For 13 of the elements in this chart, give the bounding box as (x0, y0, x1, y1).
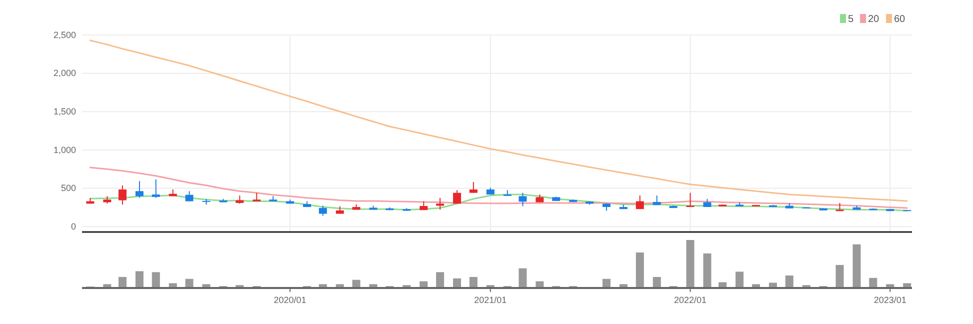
legend-label: 5 (848, 14, 854, 25)
y-tick-label: 1,500 (53, 106, 76, 117)
y-tick-label: 2,500 (53, 30, 76, 40)
x-tick-label: 2020/01 (274, 295, 306, 305)
y-tick-label: 1,000 (53, 144, 76, 155)
x-tick-label: 2023/01 (874, 295, 906, 305)
x-tick-label: 2022/01 (674, 295, 707, 305)
legend-label: 20 (868, 14, 880, 25)
legend-label: 60 (894, 14, 906, 25)
y-tick-label: 500 (60, 183, 76, 194)
x-tick-label: 2021/01 (474, 295, 507, 305)
y-tick-label: 2,000 (53, 68, 76, 78)
y-tick-label: 0 (70, 222, 76, 232)
